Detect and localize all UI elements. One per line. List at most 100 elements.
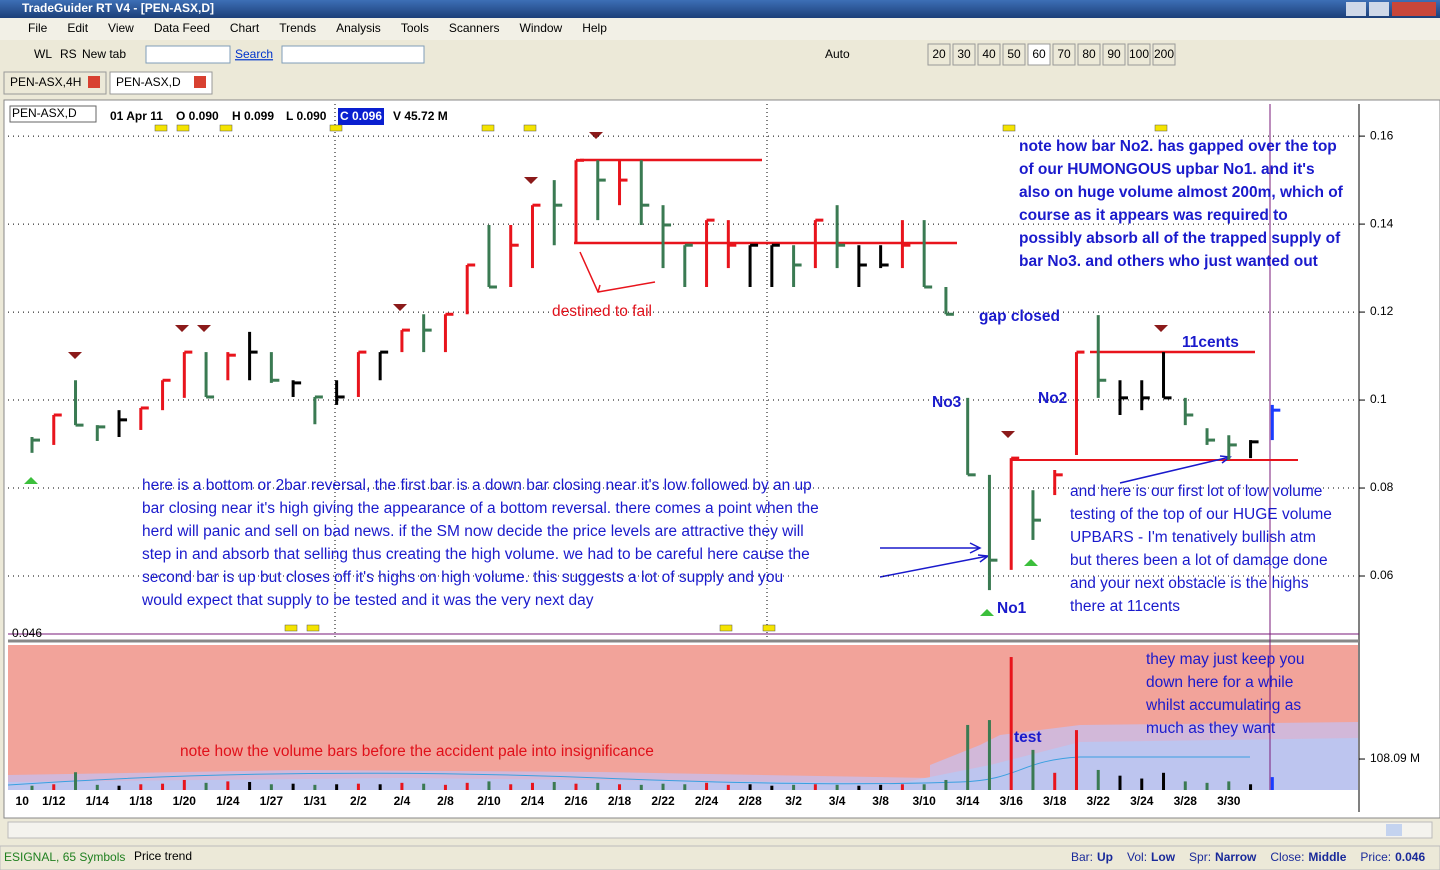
x-tick-label: 1/14: [86, 794, 110, 808]
x-tick-label: 3/4: [829, 794, 846, 808]
volume-bar: [95, 784, 99, 790]
annotation: No2: [1038, 390, 1067, 407]
volume-average: [7, 756, 1250, 786]
tab-label[interactable]: PEN-ASX,4H: [10, 75, 81, 89]
y-tick-label: 0.06: [1370, 568, 1394, 582]
zoom-label[interactable]: 80: [1082, 47, 1096, 61]
search-link[interactable]: Search: [235, 47, 273, 61]
menu-item[interactable]: Edit: [67, 21, 88, 35]
tab[interactable]: [109, 71, 213, 95]
x-tick-label: 3/10: [912, 794, 936, 808]
zoom-button[interactable]: [1077, 43, 1101, 66]
annotation: would expect that supply to be tested an…: [141, 592, 594, 609]
event: [306, 624, 320, 632]
annotation: bar No3. and others who just wanted out: [1019, 253, 1318, 270]
menu-item[interactable]: Trends: [279, 21, 316, 35]
symbol-combo[interactable]: [281, 45, 425, 64]
annotation: gap closed: [979, 308, 1060, 325]
menu-item[interactable]: Tools: [401, 21, 429, 35]
zoom-button[interactable]: [1052, 43, 1076, 66]
menu-item[interactable]: Scanners: [449, 21, 500, 35]
volume-bar: [335, 784, 339, 790]
zoom-button[interactable]: [1027, 43, 1051, 66]
volume-bar: [530, 782, 534, 790]
volume-bar: [987, 720, 991, 790]
minimize[interactable]: [1346, 2, 1366, 16]
zoom-button[interactable]: [1102, 43, 1126, 66]
tab-label[interactable]: PEN-ASX,D: [116, 75, 181, 89]
menu-item[interactable]: Window: [520, 21, 563, 35]
volume-tick-label: 108.09 M: [1370, 751, 1420, 765]
volume-bar: [683, 784, 687, 790]
zoom-label[interactable]: 50: [1007, 47, 1021, 61]
volume-bar: [966, 724, 970, 790]
volume-bar: [944, 779, 948, 790]
status-value: Up: [1097, 850, 1113, 864]
x-tick-label: 3/14: [956, 794, 980, 808]
zoom-button[interactable]: [1127, 43, 1151, 66]
toolbar-button[interactable]: WL: [34, 47, 52, 61]
menu-item[interactable]: Chart: [230, 21, 260, 35]
close[interactable]: [1392, 2, 1436, 16]
menu-bar: [0, 18, 1440, 40]
volume-bar: [639, 784, 643, 790]
zoom-label[interactable]: 100: [1129, 47, 1149, 61]
arrow: [880, 542, 982, 554]
zoom-label[interactable]: 60: [1032, 47, 1046, 61]
annotation: there at 11cents: [1070, 598, 1180, 615]
window-title: TradeGuider RT V4 - [PEN-ASX,D]: [22, 1, 214, 15]
y-tick-label: 0.16: [1370, 128, 1394, 142]
zoom-button[interactable]: [927, 43, 951, 66]
zoom-label[interactable]: 90: [1107, 47, 1121, 61]
tab-close[interactable]: [88, 76, 100, 88]
toolbar-button[interactable]: New tab: [82, 47, 126, 61]
status-value: Narrow: [1215, 850, 1257, 864]
x-tick-label: 1/20: [173, 794, 197, 808]
event: [1154, 124, 1168, 132]
header-symbol: PEN-ASX,D: [12, 106, 77, 120]
scroll-thumb[interactable]: [1386, 824, 1402, 836]
auto-button[interactable]: Auto: [825, 47, 850, 61]
zoom-label[interactable]: 20: [932, 47, 946, 61]
zoom-label[interactable]: 70: [1057, 47, 1071, 61]
menu-item[interactable]: File: [28, 21, 48, 35]
volume-bar: [1009, 657, 1013, 790]
title-bar: [0, 0, 1440, 18]
volume-bar: [596, 782, 600, 790]
zoom-label[interactable]: 200: [1154, 47, 1174, 61]
scrollbar[interactable]: [7, 821, 1433, 839]
volume-bar: [443, 784, 447, 790]
volume-bar: [1053, 772, 1057, 790]
toolbar-button[interactable]: RS: [60, 47, 77, 61]
volume-bar: [248, 781, 252, 790]
x-tick-label: 3/24: [1130, 794, 1154, 808]
volume-bar: [269, 784, 273, 790]
annotation: down here for a while: [1146, 674, 1293, 691]
symbol-box: [9, 105, 97, 123]
maximize[interactable]: [1369, 2, 1389, 16]
zoom-button[interactable]: [1152, 43, 1176, 66]
zoom-button[interactable]: [977, 43, 1001, 66]
menu-item[interactable]: Help: [582, 21, 607, 35]
x-tick-label: 2/16: [564, 794, 588, 808]
annotation: course as it appears was required to: [1019, 207, 1288, 224]
annotation: No1: [997, 600, 1027, 617]
tab[interactable]: [3, 71, 107, 95]
zoom-button[interactable]: [952, 43, 976, 66]
y-tick-label: 0.08: [1370, 480, 1394, 494]
annotation: and your next obstacle is the highs: [1070, 575, 1309, 592]
trend-lines: [574, 158, 1298, 461]
volume-bar: [748, 784, 752, 790]
annotation: 11cents: [1182, 334, 1239, 351]
zoom-button[interactable]: [1002, 43, 1026, 66]
volume-bar: [1183, 781, 1187, 790]
search-box[interactable]: [145, 45, 231, 64]
menu-item[interactable]: View: [108, 21, 134, 35]
zoom-label[interactable]: 40: [982, 47, 996, 61]
volume-bar: [1249, 784, 1253, 790]
menu-item[interactable]: Analysis: [336, 21, 381, 35]
zoom-label[interactable]: 30: [957, 47, 971, 61]
tab-close[interactable]: [194, 76, 206, 88]
volume-bar: [1205, 782, 1209, 790]
menu-item[interactable]: Data Feed: [154, 21, 210, 35]
